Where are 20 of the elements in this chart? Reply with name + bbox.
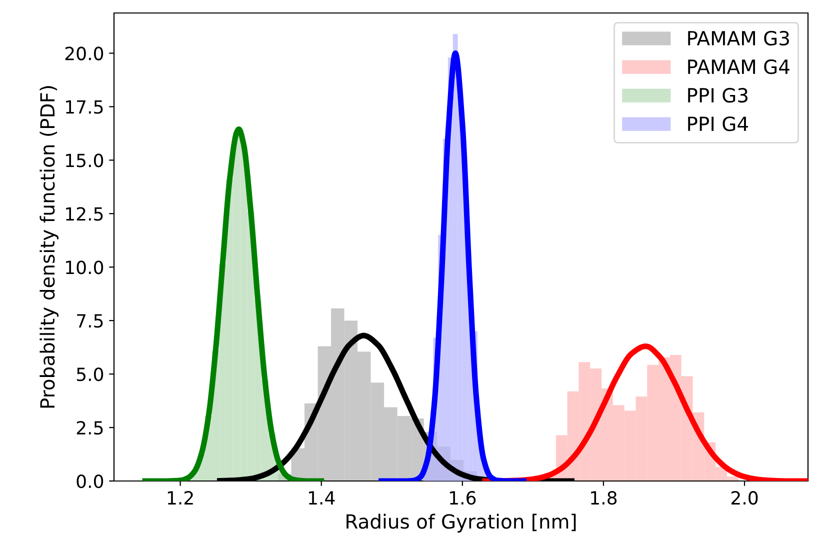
- y-tick-label: 10.0: [66, 260, 104, 274]
- y-tick-label: 20.0: [65, 46, 104, 60]
- x-axis-title: Radius of Gyration [nm]: [346, 514, 576, 533]
- y-tick-label: 0.0: [76, 474, 104, 488]
- x-tick-label: 1.2: [168, 491, 193, 504]
- y-tick-label: 2.5: [76, 420, 103, 435]
- x-tick-label: 1.4: [308, 491, 335, 504]
- y-tick-label: 7.5: [77, 314, 103, 328]
- y-tick-label: 12.5: [66, 207, 103, 221]
- x-tick-label: 2.0: [731, 491, 758, 505]
- x-tick-label: 1.8: [591, 491, 617, 505]
- legend-label: PAMAM G4: [688, 59, 790, 74]
- legend-label: PPI G3: [688, 88, 748, 103]
- y-tick-label: 5.0: [76, 368, 104, 382]
- y-tick-label: 15.0: [66, 154, 104, 168]
- x-tick-label: 1.6: [450, 491, 476, 505]
- legend-label: PPI G4: [688, 116, 748, 132]
- legend-label: PAMAM G3: [688, 30, 789, 46]
- y-tick-label: 17.5: [66, 100, 103, 114]
- y-axis-title: Probability density function (PDF): [40, 86, 59, 408]
